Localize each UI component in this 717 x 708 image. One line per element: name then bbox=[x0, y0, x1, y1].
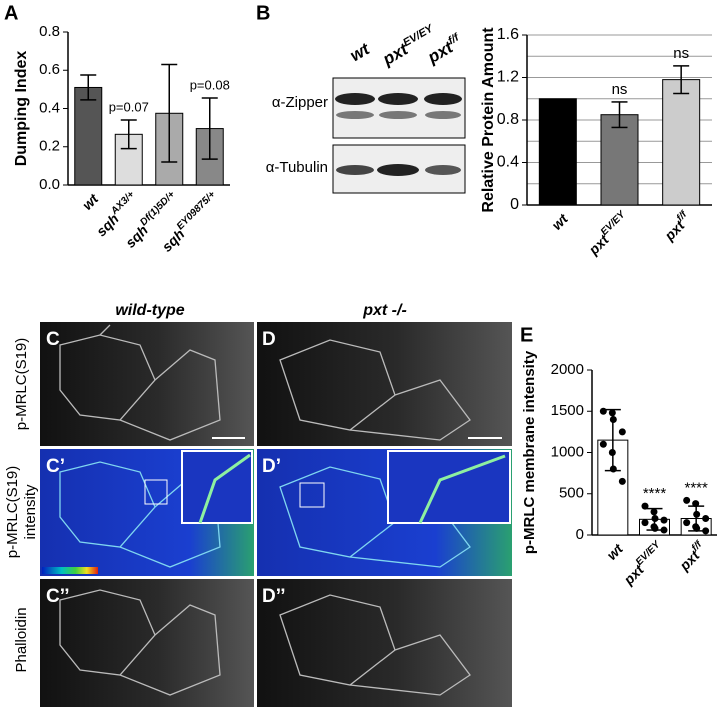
row-label: Phalloidin bbox=[13, 607, 30, 672]
panel-label: C’’ bbox=[46, 586, 70, 607]
annotation: ns bbox=[612, 81, 628, 98]
bar bbox=[662, 79, 701, 206]
bar bbox=[74, 86, 103, 186]
x-tick-label: pxtEV/EY bbox=[583, 208, 633, 258]
y-tick-label: 1.6 bbox=[497, 26, 519, 43]
data-point bbox=[599, 440, 607, 448]
y-tick-label: 0.0 bbox=[39, 176, 60, 193]
zoom-box bbox=[144, 479, 168, 505]
y-tick-label: 1000 bbox=[551, 443, 584, 460]
row-label: p-MRLC(S19) bbox=[13, 338, 30, 431]
x-tick-label: pxtf/f bbox=[674, 538, 710, 574]
y-tick-label: 1500 bbox=[551, 402, 584, 419]
data-point bbox=[702, 527, 710, 535]
panel-label: D bbox=[262, 329, 276, 350]
data-point bbox=[683, 519, 691, 527]
column-header: wild-type bbox=[115, 302, 184, 319]
annotation: **** bbox=[684, 479, 708, 496]
y-axis-title: p-MRLC membrane intensity bbox=[521, 350, 538, 554]
label-sup: EV/EY bbox=[634, 538, 664, 568]
x-tick-label: wt bbox=[79, 189, 102, 212]
cell-outlines bbox=[59, 324, 471, 696]
western-blot: wt pxtEV/EY pxtf/f α-Zipper α-Tubulin bbox=[266, 22, 466, 194]
data-point bbox=[660, 526, 668, 534]
data-point bbox=[660, 516, 668, 524]
row-label: p-MRLC(S19) bbox=[4, 466, 21, 559]
data-point bbox=[641, 519, 649, 527]
bar bbox=[538, 98, 577, 206]
y-tick-label: 0.4 bbox=[39, 99, 60, 116]
panel-label: B bbox=[256, 2, 270, 24]
label-sup: EY09875/+ bbox=[175, 189, 218, 232]
label-sup: EV/EY bbox=[599, 208, 629, 238]
x-tick-label: wt bbox=[548, 209, 571, 232]
annotation: ns bbox=[673, 45, 689, 62]
y-tick-label: 0 bbox=[576, 526, 584, 543]
inset-outline bbox=[418, 454, 506, 524]
x-tick-label: wt bbox=[603, 539, 626, 562]
data-point bbox=[618, 477, 626, 485]
data-point bbox=[618, 428, 626, 436]
annotation: p=0.08 bbox=[190, 77, 230, 92]
microscopy: wild-type pxt -/- p-MRLC(S19) p-MRLC(S19… bbox=[4, 302, 512, 707]
y-tick-label: 0.6 bbox=[39, 61, 60, 78]
image bbox=[40, 322, 254, 446]
panel-label: D’ bbox=[262, 456, 281, 477]
blot-column-label: pxtf/f bbox=[423, 31, 466, 68]
column-header: pxt -/- bbox=[362, 302, 407, 319]
x-tick-label: pxtEV/EY bbox=[618, 538, 668, 588]
y-tick-label: 0.8 bbox=[39, 23, 60, 40]
panel-label: C bbox=[46, 329, 60, 350]
annotation: **** bbox=[643, 485, 667, 502]
row-label: intensity bbox=[22, 484, 39, 540]
annotation: p=0.07 bbox=[109, 99, 149, 114]
y-tick-label: 2000 bbox=[551, 361, 584, 378]
panel-label: C’ bbox=[46, 456, 65, 477]
blot-row-label: α-Tubulin bbox=[266, 159, 328, 176]
bar bbox=[600, 114, 639, 206]
blot-box bbox=[332, 77, 466, 139]
panel-label: E bbox=[520, 324, 533, 346]
blot-column-label: wt bbox=[347, 39, 374, 66]
y-tick-label: 0 bbox=[510, 196, 519, 213]
zoom-box bbox=[299, 482, 325, 508]
label-base: wt bbox=[548, 209, 571, 232]
y-tick-label: 0.4 bbox=[497, 154, 519, 171]
color-scale bbox=[42, 567, 98, 574]
y-axis-title: Dumping Index bbox=[13, 51, 30, 167]
label-sup: EV/EY bbox=[401, 22, 437, 49]
data-point bbox=[683, 496, 691, 504]
data-point bbox=[599, 407, 607, 415]
label-base: wt bbox=[79, 189, 102, 212]
data-point bbox=[702, 515, 710, 522]
y-tick-label: 0.8 bbox=[497, 111, 519, 128]
label-sup: AX3/+ bbox=[109, 189, 137, 217]
image bbox=[40, 579, 254, 707]
y-tick-label: 500 bbox=[559, 485, 584, 502]
inset-outline bbox=[198, 453, 251, 524]
panel-label: D’’ bbox=[262, 586, 286, 607]
blot-row-label: α-Zipper bbox=[272, 94, 328, 111]
bands bbox=[335, 93, 462, 176]
x-tick-label: pxtf/f bbox=[659, 208, 695, 244]
y-tick-label: 0.2 bbox=[39, 138, 60, 155]
label-sup: Df(1)5D/+ bbox=[138, 189, 177, 228]
image bbox=[257, 322, 512, 446]
image bbox=[257, 579, 512, 707]
panel-label: A bbox=[4, 2, 18, 24]
y-tick-label: 1.2 bbox=[497, 69, 519, 86]
label-base: wt bbox=[603, 539, 626, 562]
y-axis-title: Relative Protein Amount bbox=[480, 27, 497, 213]
